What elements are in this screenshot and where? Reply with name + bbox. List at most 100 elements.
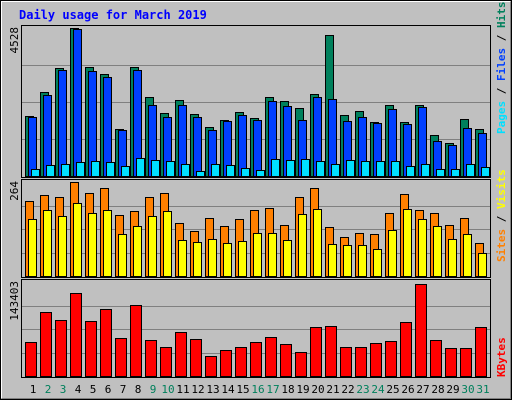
x-tick-label-day-5: 5 bbox=[90, 383, 97, 396]
bar-visits-day-31 bbox=[478, 253, 487, 277]
bar-files-day-6 bbox=[103, 77, 112, 177]
bar-kbytes-day-26 bbox=[400, 322, 412, 377]
x-tick-label-day-27: 27 bbox=[416, 383, 429, 396]
legend-part: / bbox=[495, 28, 508, 48]
bar-visits-day-25 bbox=[388, 230, 397, 277]
x-tick-label-day-13: 13 bbox=[206, 383, 219, 396]
x-tick-label-day-25: 25 bbox=[386, 383, 399, 396]
bar-pages-day-22 bbox=[346, 160, 355, 177]
x-tick-label-day-20: 20 bbox=[311, 383, 324, 396]
bar-kbytes-day-5 bbox=[85, 321, 97, 377]
bar-kbytes-day-19 bbox=[295, 352, 307, 377]
bar-kbytes-day-11 bbox=[175, 332, 187, 377]
bar-visits-day-23 bbox=[358, 245, 367, 277]
legend-part: / bbox=[495, 81, 508, 101]
y-max-label-visits: 264 bbox=[8, 181, 21, 201]
x-tick-label-day-14: 14 bbox=[221, 383, 235, 396]
bar-pages-day-20 bbox=[316, 161, 325, 177]
legend-part: / bbox=[495, 209, 508, 229]
bar-visits-day-11 bbox=[178, 240, 187, 277]
bar-kbytes-day-16 bbox=[250, 342, 262, 377]
bar-pages-day-12 bbox=[196, 171, 205, 177]
bar-visits-day-8 bbox=[133, 226, 142, 277]
bar-kbytes-day-12 bbox=[190, 339, 202, 377]
bar-pages-day-17 bbox=[271, 159, 280, 177]
x-tick-label-day-30: 30 bbox=[461, 383, 474, 396]
bar-kbytes-day-30 bbox=[460, 348, 472, 377]
bar-visits-day-27 bbox=[418, 219, 427, 277]
bar-pages-day-30 bbox=[466, 164, 475, 177]
bar-pages-day-11 bbox=[181, 164, 190, 177]
bar-visits-day-28 bbox=[433, 226, 442, 277]
bar-files-day-1 bbox=[28, 117, 37, 177]
bar-kbytes-day-25 bbox=[385, 341, 397, 377]
bar-visits-day-19 bbox=[298, 214, 307, 277]
bar-visits-day-30 bbox=[463, 234, 472, 277]
bar-visits-day-6 bbox=[103, 210, 112, 277]
bar-pages-day-26 bbox=[406, 166, 415, 177]
bar-pages-day-18 bbox=[286, 160, 295, 177]
bar-pages-day-14 bbox=[226, 165, 235, 177]
x-tick-label-day-22: 22 bbox=[341, 383, 354, 396]
bar-files-day-12 bbox=[193, 117, 202, 177]
bar-kbytes-day-21 bbox=[325, 326, 337, 377]
bar-pages-day-15 bbox=[241, 168, 250, 177]
bar-kbytes-day-28 bbox=[430, 340, 442, 377]
x-tick-label-day-7: 7 bbox=[120, 383, 127, 396]
bar-pages-day-6 bbox=[106, 162, 115, 177]
x-tick-label-day-6: 6 bbox=[105, 383, 112, 396]
bar-kbytes-day-18 bbox=[280, 344, 292, 377]
x-tick-label-day-31: 31 bbox=[476, 383, 489, 396]
bar-kbytes-day-15 bbox=[235, 347, 247, 377]
bar-kbytes-day-27 bbox=[415, 284, 427, 377]
bar-kbytes-day-17 bbox=[265, 337, 277, 377]
bar-visits-day-7 bbox=[118, 234, 127, 277]
bar-pages-day-4 bbox=[76, 162, 85, 177]
legend-visits-sites: Sites / Visits bbox=[495, 169, 508, 262]
bar-kbytes-day-22 bbox=[340, 347, 352, 377]
x-tick-label-day-19: 19 bbox=[296, 383, 309, 396]
bar-kbytes-day-13 bbox=[205, 356, 217, 377]
x-tick-label-day-2: 2 bbox=[45, 383, 52, 396]
bar-kbytes-day-24 bbox=[370, 343, 382, 377]
bar-visits-day-9 bbox=[148, 216, 157, 277]
x-tick-label-day-8: 8 bbox=[135, 383, 142, 396]
bar-pages-day-5 bbox=[91, 161, 100, 177]
x-tick-label-day-28: 28 bbox=[431, 383, 444, 396]
bar-kbytes-day-20 bbox=[310, 327, 322, 377]
bar-pages-day-7 bbox=[121, 166, 130, 177]
bar-kbytes-day-9 bbox=[145, 340, 157, 377]
x-tick-label-day-21: 21 bbox=[326, 383, 339, 396]
bar-kbytes-day-6 bbox=[100, 309, 112, 377]
bar-pages-day-24 bbox=[376, 161, 385, 177]
bar-visits-day-14 bbox=[223, 243, 232, 277]
bar-pages-day-13 bbox=[211, 164, 220, 177]
bar-pages-day-1 bbox=[31, 169, 40, 177]
bar-files-day-15 bbox=[238, 115, 247, 177]
bar-visits-day-13 bbox=[208, 239, 217, 277]
chart-title: Daily usage for March 2019 bbox=[19, 8, 207, 22]
bar-files-day-16 bbox=[253, 120, 262, 177]
x-tick-label-day-24: 24 bbox=[371, 383, 385, 396]
legend-kbytes: KBytes bbox=[495, 337, 508, 377]
bar-pages-day-25 bbox=[391, 161, 400, 177]
x-tick-label-day-16: 16 bbox=[251, 383, 264, 396]
y-max-label-hits: 4528 bbox=[8, 27, 21, 54]
x-tick-label-day-1: 1 bbox=[30, 383, 37, 396]
bar-visits-day-15 bbox=[238, 241, 247, 277]
legend-part: Hits bbox=[495, 2, 508, 29]
x-tick-label-day-29: 29 bbox=[446, 383, 459, 396]
x-tick-label-day-3: 3 bbox=[60, 383, 67, 396]
bar-visits-day-10 bbox=[163, 211, 172, 277]
bar-pages-day-21 bbox=[331, 164, 340, 177]
x-tick-label-day-12: 12 bbox=[191, 383, 204, 396]
bar-pages-day-9 bbox=[151, 160, 160, 177]
bar-files-day-3 bbox=[58, 70, 67, 177]
bar-files-day-2 bbox=[43, 95, 52, 177]
bar-pages-day-27 bbox=[421, 164, 430, 177]
bar-visits-day-26 bbox=[403, 209, 412, 277]
bar-pages-day-2 bbox=[46, 165, 55, 177]
